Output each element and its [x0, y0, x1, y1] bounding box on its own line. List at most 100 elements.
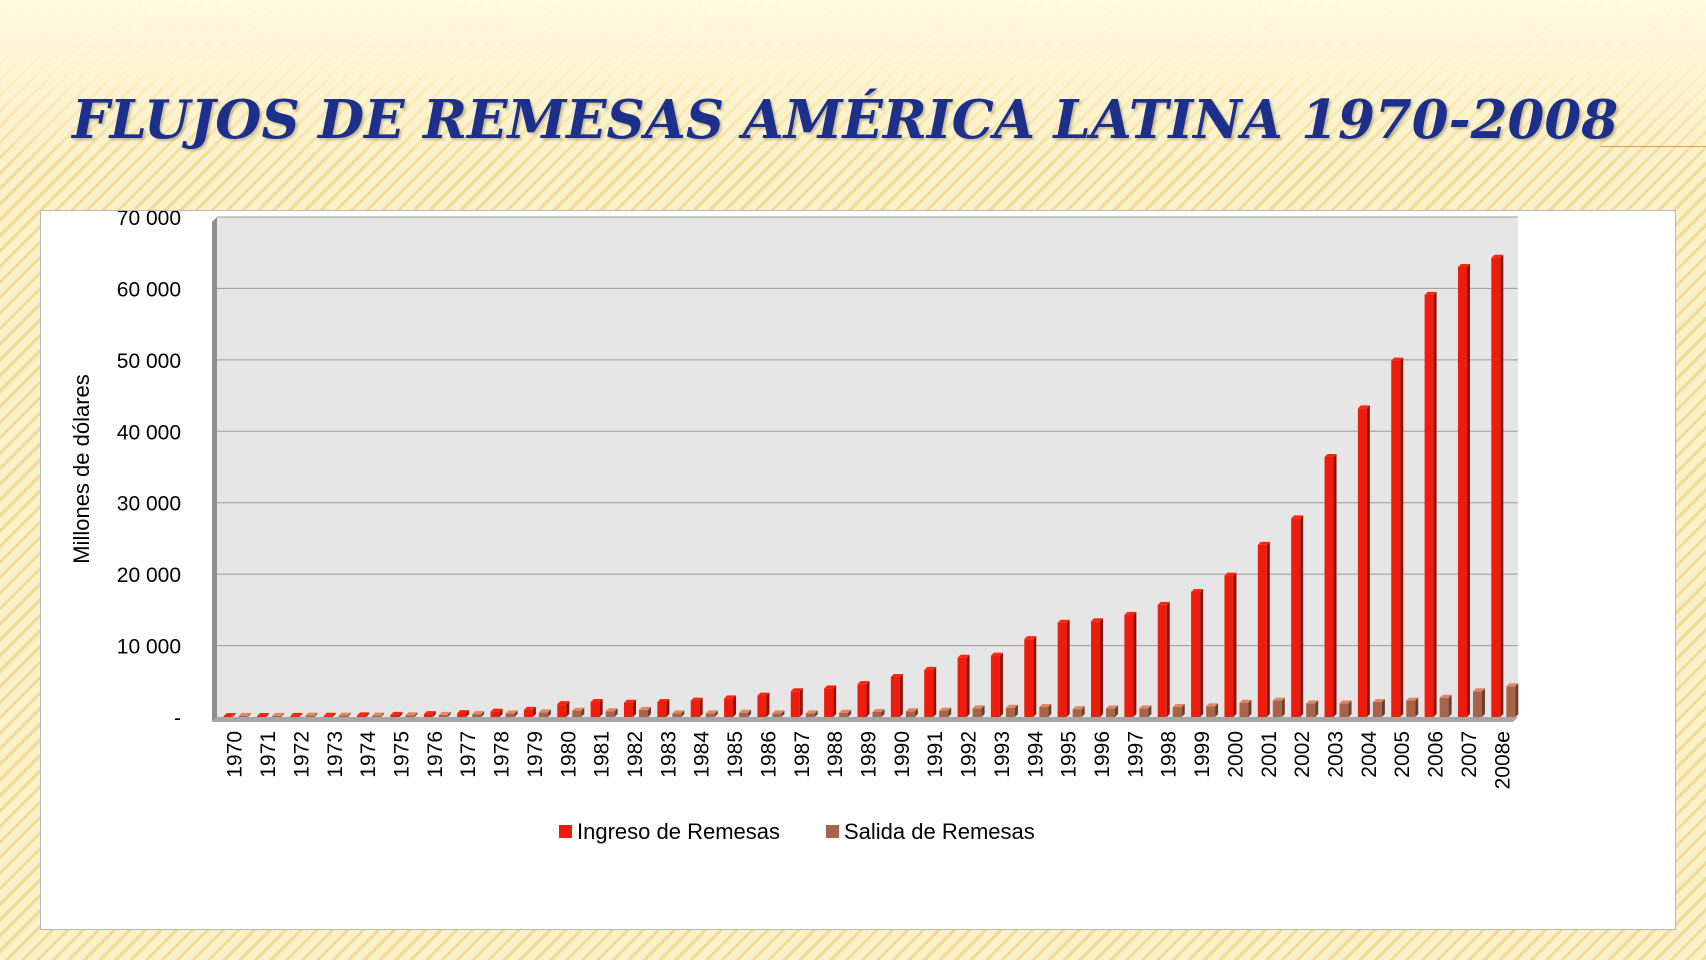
bar-salida — [739, 709, 752, 717]
bar-salida-side — [1415, 697, 1419, 717]
bar-salida-front — [939, 710, 949, 717]
bar-salida — [1406, 697, 1419, 717]
x-tick-label: 2006 — [1425, 731, 1448, 778]
bar-ingreso — [1224, 572, 1237, 717]
bar-salida-top — [739, 709, 752, 713]
bar-salida-side — [1148, 705, 1152, 717]
bar-salida-side — [881, 709, 885, 717]
bar-salida-front — [905, 711, 915, 717]
legend-label: Salida de Remesas — [844, 819, 1035, 844]
bar-ingreso-side — [1266, 541, 1270, 717]
bar-salida-front — [739, 712, 749, 717]
x-tick-label: 1971 — [257, 731, 280, 778]
bar-ingreso — [1424, 291, 1437, 717]
bar-salida-front — [1506, 686, 1516, 717]
bar-ingreso-side — [1433, 291, 1437, 717]
bar-salida-top — [572, 707, 585, 711]
bar-salida-front — [305, 715, 315, 717]
bar-salida-front — [772, 713, 782, 717]
plot-side-wall — [212, 217, 217, 722]
bar-ingreso-front — [1024, 639, 1034, 717]
bar-salida-side — [547, 709, 551, 717]
y-tick-label: 50 000 — [117, 350, 181, 373]
bar-ingreso-front — [257, 716, 267, 717]
bar-salida-top — [472, 711, 485, 715]
bar-salida — [1439, 694, 1452, 717]
bar-ingreso — [1491, 254, 1504, 717]
bar-salida-top — [538, 709, 551, 713]
bar-ingreso-front — [690, 700, 700, 717]
x-tick-label: 1988 — [824, 731, 847, 778]
bar-salida-top — [939, 707, 952, 711]
bar-ingreso-top — [1491, 254, 1504, 258]
bar-salida — [839, 709, 852, 717]
bar-salida-front — [1472, 691, 1482, 717]
legend-swatch — [559, 825, 572, 838]
bar-ingreso — [323, 712, 336, 717]
bar-ingreso-side — [499, 708, 503, 717]
bar-salida-side — [647, 706, 651, 717]
bar-ingreso-front — [1124, 614, 1134, 717]
bar-salida-side — [714, 710, 718, 717]
bar-ingreso-top — [1124, 611, 1137, 615]
bar-salida-front — [672, 713, 682, 717]
y-tick-label: 40 000 — [117, 421, 181, 444]
bar-salida-side — [481, 711, 485, 717]
bar-salida-side — [614, 708, 618, 717]
x-tick-label: 1970 — [224, 731, 247, 778]
bar-ingreso-front — [857, 684, 867, 717]
bar-ingreso-side — [1133, 611, 1137, 717]
bar-salida-top — [505, 710, 518, 714]
bar-ingreso — [390, 711, 403, 717]
bar-salida-side — [381, 712, 385, 717]
bar-ingreso-top — [1024, 636, 1037, 640]
bar-salida — [438, 711, 451, 717]
bar-salida — [305, 712, 318, 717]
x-tick-label: 1972 — [290, 731, 313, 778]
bar-salida-side — [981, 705, 985, 717]
bar-ingreso-front — [724, 698, 734, 717]
bar-salida-front — [405, 715, 415, 717]
bar-ingreso-front — [1157, 604, 1167, 717]
bar-ingreso-front — [390, 714, 400, 717]
bar-ingreso-top — [623, 699, 636, 703]
bar-ingreso — [423, 711, 436, 717]
bar-salida-top — [1472, 688, 1485, 692]
x-tick-label: 1995 — [1058, 731, 1081, 778]
bar-ingreso-front — [1091, 621, 1101, 717]
bar-ingreso — [557, 701, 570, 717]
bar-salida — [1472, 688, 1485, 717]
bar-ingreso-top — [1457, 264, 1470, 267]
bar-ingreso-side — [1066, 619, 1070, 717]
bar-salida-side — [1014, 704, 1018, 717]
x-tick-label: 1980 — [557, 731, 580, 778]
bar-salida-front — [839, 712, 849, 717]
bar-salida-front — [572, 710, 582, 717]
bar-salida — [872, 709, 885, 717]
bar-ingreso-side — [999, 652, 1003, 717]
bar-salida-front — [1139, 708, 1149, 717]
bar-ingreso-top — [290, 712, 303, 716]
bar-ingreso-front — [1057, 622, 1067, 717]
gridlines — [217, 216, 1518, 647]
bar-ingreso-top — [790, 688, 803, 692]
bar-salida-front — [638, 709, 648, 717]
bar-ingreso-side — [1200, 589, 1204, 717]
bar-ingreso — [1091, 618, 1104, 717]
bar-ingreso-top — [990, 652, 1003, 656]
x-tick-label: 1982 — [624, 731, 647, 778]
bar-ingreso-front — [824, 688, 834, 717]
bar-salida-front — [372, 715, 382, 717]
x-tick-label: 1991 — [924, 731, 947, 778]
bar-ingreso — [1291, 515, 1304, 717]
bar-salida-top — [638, 706, 651, 710]
bar-salida-top — [1439, 694, 1452, 698]
bar-salida-front — [705, 713, 715, 717]
bar-ingreso-side — [1300, 515, 1304, 717]
legend-label: Ingreso de Remesas — [577, 819, 780, 844]
bar-salida-top — [972, 705, 985, 709]
bar-ingreso-top — [957, 654, 970, 658]
bar-ingreso-side — [399, 711, 403, 717]
bar-salida-top — [672, 710, 685, 714]
x-tick-label: 1975 — [390, 731, 413, 778]
